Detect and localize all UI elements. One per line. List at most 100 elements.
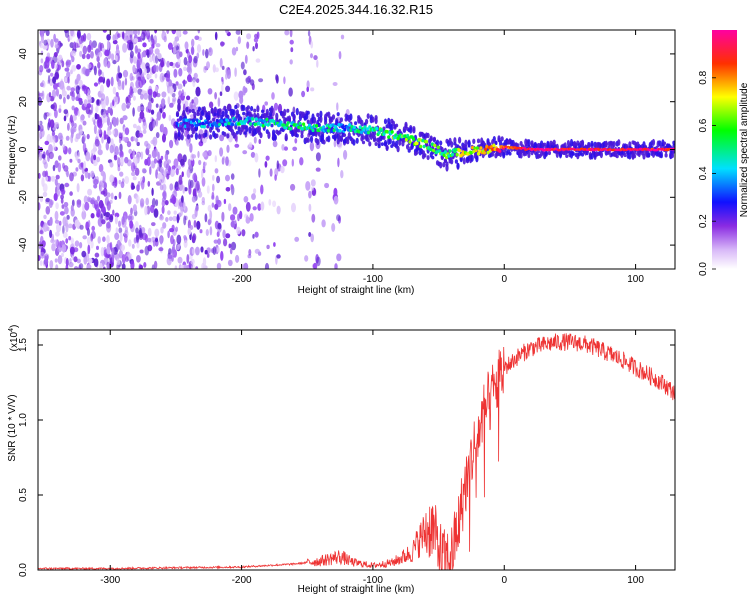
spectrogram-noise-speck xyxy=(207,88,213,95)
spectrogram-noise-speck xyxy=(219,91,223,96)
colorbar-tick-label: 0.0 xyxy=(698,262,709,276)
spectrogram-noise-speck xyxy=(258,78,264,83)
spectrogram-signal-speck xyxy=(183,124,187,129)
spectrogram-noise-speck xyxy=(184,130,188,137)
spectrogram-noise-speck xyxy=(81,84,87,92)
spectrogram-noise-speck xyxy=(87,172,91,180)
spectrogram-noise-speck xyxy=(207,219,212,225)
spec-x-tick-label: -200 xyxy=(232,274,252,285)
spectrogram-signal-speck xyxy=(263,119,267,124)
spectrogram-noise-speck xyxy=(283,76,286,85)
spectrogram-noise-speck xyxy=(176,30,182,38)
spectrogram-signal-speck xyxy=(443,150,447,154)
spectrogram-noise-speck xyxy=(103,57,108,68)
spectrogram-noise-speck xyxy=(86,32,92,41)
spectrogram-band-speck xyxy=(580,153,585,157)
spectrogram-noise-speck xyxy=(86,94,92,100)
spectrogram-noise-speck xyxy=(161,169,164,176)
spectrogram-band-speck xyxy=(319,110,323,118)
spectrogram-signal-speck xyxy=(422,144,426,149)
spectrogram-band-speck xyxy=(383,118,388,125)
spectrogram-band-speck xyxy=(435,139,440,145)
spectrogram-band-speck xyxy=(327,135,331,143)
spectrogram-noise-speck xyxy=(38,124,41,132)
spectrogram-noise-speck xyxy=(225,30,229,34)
spectrogram-band-speck xyxy=(547,150,552,156)
spectrogram-band-speck xyxy=(177,131,181,137)
spectrogram-noise-speck xyxy=(65,59,71,68)
spectrogram-noise-speck xyxy=(48,91,52,98)
spectrogram-noise-speck xyxy=(181,89,184,97)
spectrogram-noise-speck xyxy=(299,157,304,166)
spectrogram-band-speck xyxy=(390,124,394,132)
spectrogram-noise-speck xyxy=(124,77,128,86)
spectrogram-noise-speck xyxy=(51,243,56,252)
spectrogram-noise-speck xyxy=(129,72,133,82)
spectrogram-noise-speck xyxy=(82,133,86,143)
spectrogram-noise-speck xyxy=(332,82,338,86)
spectrogram-noise-speck xyxy=(105,95,109,106)
spectrogram-noise-speck xyxy=(132,123,137,129)
spectrogram-noise-speck xyxy=(121,263,126,269)
spectrogram-noise-speck xyxy=(321,219,326,228)
spectrogram-band-speck xyxy=(368,141,372,147)
spectrogram-noise-speck xyxy=(101,219,106,225)
spectrogram-noise-speck xyxy=(260,201,265,211)
spectrogram-noise-speck xyxy=(219,57,223,68)
spectrogram-noise-speck xyxy=(83,160,86,170)
spectrogram-noise-speck xyxy=(78,97,83,102)
spectrogram-noise-speck xyxy=(93,65,97,76)
spectrogram-noise-speck xyxy=(181,171,184,178)
spectrogram-band-speck xyxy=(331,114,336,120)
spectrogram-noise-speck xyxy=(152,240,156,247)
spectrogram-noise-speck xyxy=(137,105,142,113)
spectrogram-noise-speck xyxy=(69,246,75,255)
spectrogram-noise-speck xyxy=(135,198,139,204)
spectrogram-noise-speck xyxy=(182,30,188,35)
spectrogram-noise-speck xyxy=(158,247,164,252)
spectrogram-signal-speck xyxy=(357,129,361,134)
spectrogram-band-speck xyxy=(623,152,627,158)
spectrogram-band-speck xyxy=(224,109,228,115)
spectrogram-band-speck xyxy=(248,126,252,134)
spectrogram-signal-speck xyxy=(358,125,362,129)
spectrogram-noise-speck xyxy=(223,198,227,205)
spectrogram-noise-speck xyxy=(233,91,239,101)
spectrogram-noise-speck xyxy=(86,133,90,140)
spectrogram-noise-speck xyxy=(166,173,170,180)
spectrogram-noise-speck xyxy=(93,178,99,185)
spectrogram-noise-speck xyxy=(133,87,138,93)
spectrogram-band-speck xyxy=(494,141,498,146)
spectrogram-noise-speck xyxy=(308,190,312,199)
colorbar-label: Normalized spectral amplitude xyxy=(739,82,750,217)
spectrogram-band-speck xyxy=(232,131,236,139)
snr-series-line xyxy=(38,333,675,570)
spectrogram-signal-speck xyxy=(338,129,342,133)
spectrogram-noise-speck xyxy=(192,173,197,182)
spectrogram-noise-speck xyxy=(96,195,101,202)
spectrogram-noise-speck xyxy=(195,78,200,83)
spectrogram-noise-speck xyxy=(225,156,229,167)
spectrogram-noise-speck xyxy=(150,109,155,115)
spectrogram-noise-speck xyxy=(120,244,125,251)
spectrogram-noise-speck xyxy=(191,213,197,220)
colorbar-gradient xyxy=(712,30,737,269)
spectrogram-noise-speck xyxy=(308,203,312,212)
spectrogram-noise-speck xyxy=(119,171,124,177)
spectrogram-noise-speck xyxy=(171,93,176,98)
spectrogram-signal-speck xyxy=(419,144,423,149)
spectrogram-noise-speck xyxy=(115,92,119,97)
spectrogram-noise-speck xyxy=(86,103,92,109)
spectrogram-noise-speck xyxy=(245,77,251,84)
spectrogram-noise-speck xyxy=(189,143,193,153)
spectrogram-noise-speck xyxy=(121,136,127,142)
spectrogram-noise-speck xyxy=(69,114,73,124)
spectrogram-noise-speck xyxy=(45,176,49,182)
spectrogram-band-speck xyxy=(242,111,246,116)
spectrogram-noise-speck xyxy=(45,206,51,215)
spectrogram-signal-speck xyxy=(348,123,352,127)
spectrogram-noise-speck xyxy=(289,59,293,65)
spectrogram-noise-speck xyxy=(60,188,66,195)
spectrogram-noise-speck xyxy=(104,211,111,218)
spectrogram-noise-speck xyxy=(54,109,58,119)
